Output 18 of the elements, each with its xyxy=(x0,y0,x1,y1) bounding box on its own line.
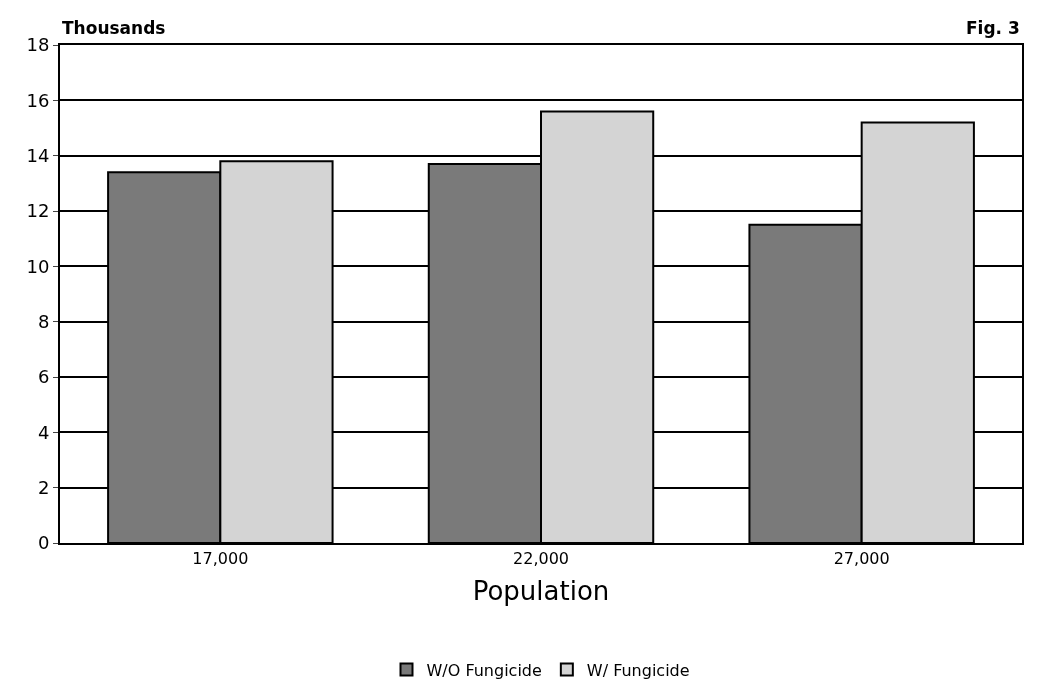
x-tick-label: 17,000 xyxy=(192,549,249,569)
x-tick-label: 22,000 xyxy=(513,549,569,569)
y-tick-label: 0 xyxy=(37,532,50,554)
y-tick-label: 2 xyxy=(37,476,50,498)
y-tick-label: 4 xyxy=(37,421,50,443)
y-tick-label: 12 xyxy=(26,200,50,222)
y-tick-label: 16 xyxy=(26,89,50,111)
y-tick-label: 8 xyxy=(37,310,50,332)
y-tick-label: 14 xyxy=(26,144,50,166)
y-tick-label: 18 xyxy=(26,34,50,56)
x-tick-label: 27,000 xyxy=(833,549,890,569)
legend-label: W/O Fungicide xyxy=(426,660,542,680)
y-tick-label: 10 xyxy=(26,255,50,277)
legend-label: W/ Fungicide xyxy=(586,660,690,680)
y-axis-title: Thousands xyxy=(62,18,166,38)
y-tick-label: 6 xyxy=(37,366,50,388)
x-axis-title: Population xyxy=(472,576,610,607)
caption: Fig. 3 xyxy=(966,18,1020,38)
